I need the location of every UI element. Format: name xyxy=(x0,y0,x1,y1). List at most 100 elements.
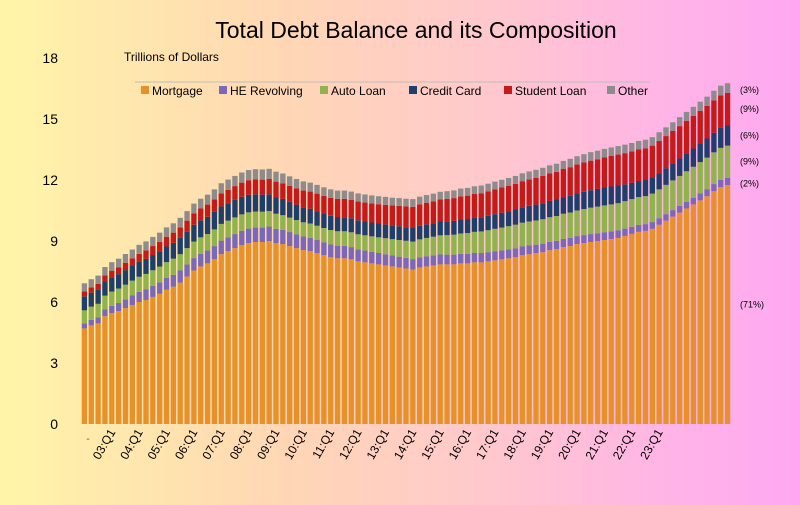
bar-segment-auto-loan xyxy=(560,213,567,239)
bar-segment-mortgage xyxy=(403,268,409,424)
bar-segment-other xyxy=(129,249,135,259)
bar-stack xyxy=(410,199,416,424)
bar-segment-mortgage xyxy=(375,264,382,424)
y-tick-label: 3 xyxy=(50,355,58,371)
bar-segment-other xyxy=(259,169,265,180)
bar-segment-student-loan xyxy=(560,169,567,198)
bar-segment-credit-card xyxy=(663,168,669,185)
bar-segment-other xyxy=(492,181,498,190)
bar-segment-other xyxy=(341,190,348,199)
bar-stack xyxy=(396,198,402,424)
bar-segment-auto-loan xyxy=(492,228,498,252)
bar-stack xyxy=(711,90,717,424)
bar-segment-other xyxy=(334,190,341,199)
bar-stack xyxy=(629,142,635,424)
bar-segment-other xyxy=(191,203,197,214)
bar-stack xyxy=(211,189,218,424)
bar-segment-he-revolving xyxy=(136,291,142,302)
bar-segment-mortgage xyxy=(157,293,163,424)
bar-stack xyxy=(601,148,608,424)
bar-segment-credit-card xyxy=(505,211,512,227)
bar-segment-he-revolving xyxy=(540,243,546,253)
legend-swatch xyxy=(607,86,615,94)
bar-stack xyxy=(293,178,300,424)
bar-stack xyxy=(649,137,655,424)
bar-segment-student-loan xyxy=(136,253,142,262)
bar-segment-credit-card xyxy=(581,191,587,210)
bar-segment-other xyxy=(677,117,683,127)
bar-segment-auto-loan xyxy=(150,270,156,286)
bar-segment-student-loan xyxy=(437,199,443,222)
bar-segment-student-loan xyxy=(417,204,423,226)
x-tick-label: 10:Q1 xyxy=(281,426,310,462)
bar-segment-auto-loan xyxy=(533,220,539,245)
bar-segment-mortgage xyxy=(245,243,252,424)
bar-stack xyxy=(403,198,409,424)
bar-segment-auto-loan xyxy=(389,239,395,256)
bar-segment-mortgage xyxy=(300,250,307,424)
bar-segment-mortgage xyxy=(670,216,676,424)
bar-segment-auto-loan xyxy=(403,240,409,258)
bar-segment-mortgage xyxy=(307,251,313,424)
share-labels: (71%) (2%) (9%) (6%) (9%) (3%) xyxy=(740,85,764,309)
bar-segment-student-loan xyxy=(601,157,608,188)
bar-segment-mortgage xyxy=(724,185,731,424)
bar-segment-other xyxy=(724,83,731,93)
y-tick-label: 18 xyxy=(42,50,58,66)
bar-segment-he-revolving xyxy=(553,240,560,250)
bar-segment-other xyxy=(287,176,293,186)
bar-segment-credit-card xyxy=(348,218,354,233)
bar-segment-credit-card xyxy=(437,221,443,236)
legend-item-credit-card: Credit Card xyxy=(409,84,481,98)
bar-segment-other xyxy=(300,181,307,191)
bar-segment-credit-card xyxy=(547,200,553,218)
bar-segment-credit-card xyxy=(553,199,560,216)
bar-segment-he-revolving xyxy=(417,257,423,268)
bar-segment-credit-card xyxy=(81,296,88,311)
bar-segment-mortgage xyxy=(211,259,218,424)
bar-segment-credit-card xyxy=(245,194,252,213)
bar-segment-credit-card xyxy=(540,203,546,220)
bar-segment-auto-loan xyxy=(239,214,245,231)
bar-segment-student-loan xyxy=(581,162,587,192)
bar-segment-credit-card xyxy=(601,187,608,206)
bar-segment-mortgage xyxy=(218,254,224,424)
bar-segment-auto-loan xyxy=(314,225,320,240)
bar-segment-mortgage xyxy=(102,316,108,424)
bar-segment-credit-card xyxy=(396,226,402,240)
bar-segment-student-loan xyxy=(198,208,204,221)
x-tick-label: 11:Q1 xyxy=(309,426,337,461)
bar-segment-student-loan xyxy=(492,189,498,215)
bar-segment-credit-card xyxy=(403,227,409,241)
bar-stack xyxy=(204,194,211,424)
bar-segment-student-loan xyxy=(163,236,170,247)
share-label-he-revolving: (2%) xyxy=(740,178,759,188)
bar-segment-other xyxy=(553,163,560,172)
bar-segment-student-loan xyxy=(615,154,621,186)
bar-segment-other xyxy=(642,139,649,149)
bar-segment-other xyxy=(88,279,94,288)
bar-segment-he-revolving xyxy=(170,274,177,287)
bar-segment-credit-card xyxy=(451,220,457,235)
bar-segment-he-revolving xyxy=(239,230,245,246)
bar-segment-student-loan xyxy=(81,291,88,297)
bar-segment-other xyxy=(143,241,149,251)
bar-segment-he-revolving xyxy=(423,256,430,267)
bar-segment-auto-loan xyxy=(519,222,525,247)
y-tick-label: 15 xyxy=(42,111,58,127)
bar-stack xyxy=(239,172,245,424)
bar-segment-other xyxy=(451,190,457,199)
bar-segment-credit-card xyxy=(293,204,300,221)
bar-segment-other xyxy=(478,185,484,194)
bar-segment-auto-loan xyxy=(129,280,135,296)
bar-segment-mortgage xyxy=(369,263,375,424)
bar-segment-mortgage xyxy=(677,212,683,424)
bar-segment-student-loan xyxy=(512,183,519,210)
bar-segment-he-revolving xyxy=(485,252,491,262)
bar-segment-mortgage xyxy=(115,311,122,424)
bar-segment-credit-card xyxy=(341,217,348,232)
bar-segment-auto-loan xyxy=(341,231,348,246)
bar-segment-mortgage xyxy=(697,200,703,424)
bar-segment-other xyxy=(204,194,211,205)
bar-segment-auto-loan xyxy=(423,237,430,257)
